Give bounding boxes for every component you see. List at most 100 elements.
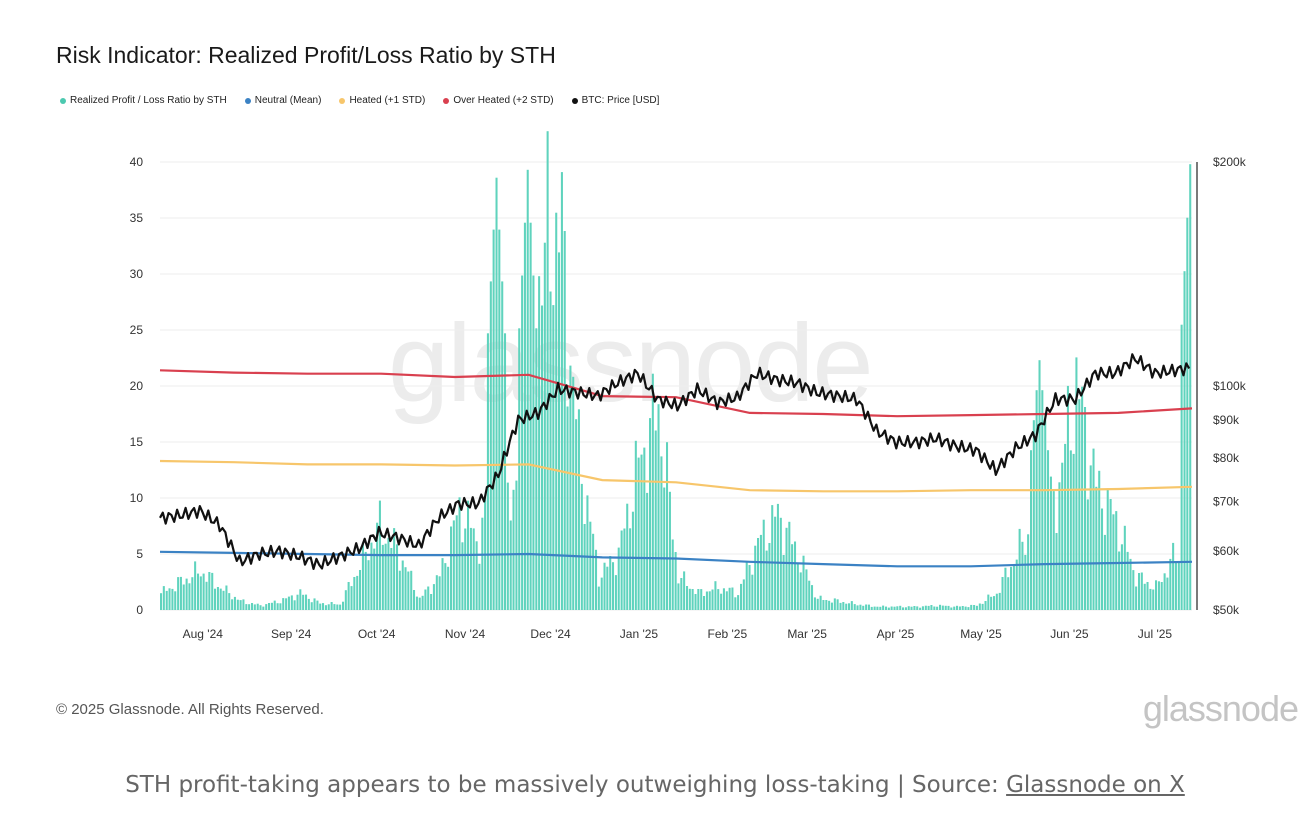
- ratio-bar: [404, 567, 407, 610]
- ratio-bar: [822, 600, 825, 610]
- ratio-bar: [461, 542, 464, 610]
- ratio-bar: [1135, 586, 1138, 610]
- ratio-bar: [612, 562, 615, 610]
- ratio-bar: [856, 605, 859, 610]
- ratio-bar: [765, 550, 768, 610]
- ratio-bar: [944, 605, 947, 610]
- brand-logo: glassnode: [1142, 688, 1299, 729]
- ratio-bar: [1081, 386, 1084, 610]
- right-tick-label: $60k: [1213, 544, 1240, 558]
- left-tick-label: 25: [130, 323, 144, 337]
- ratio-bar: [853, 604, 856, 610]
- ratio-bar: [737, 595, 740, 610]
- ratio-bar: [219, 588, 222, 610]
- ratio-bar: [344, 590, 347, 610]
- ratio-bar: [734, 597, 737, 610]
- ratio-bar: [1189, 164, 1192, 610]
- legend-label-ratio: Realized Profit / Loss Ratio by STH: [70, 95, 227, 106]
- ratio-bar: [310, 602, 313, 610]
- legend-item-overheated[interactable]: Over Heated (+2 STD): [443, 95, 554, 106]
- ratio-bar: [984, 601, 987, 610]
- ratio-bar: [882, 605, 885, 610]
- ratio-bar: [802, 555, 805, 610]
- ratio-bar: [694, 594, 697, 610]
- ratio-bar: [236, 599, 239, 610]
- ratio-bar: [987, 594, 990, 610]
- ratio-bar: [700, 589, 703, 610]
- ratio-bar: [620, 530, 623, 610]
- ratio-bar: [1072, 453, 1075, 610]
- ratio-bar: [637, 457, 640, 610]
- ratio-bar: [333, 604, 336, 610]
- legend-item-neutral[interactable]: Neutral (Mean): [244, 95, 321, 106]
- ratio-bar: [833, 598, 836, 610]
- ratio-bar: [350, 586, 353, 610]
- ratio-bar: [893, 606, 896, 610]
- ratio-bar: [1024, 554, 1027, 610]
- ratio-bar: [887, 607, 890, 610]
- ratio-bar: [285, 598, 288, 610]
- ratio-bar: [1180, 324, 1183, 610]
- ratio-bar: [572, 376, 575, 610]
- ratio-bar: [589, 521, 592, 610]
- ratio-bar: [796, 563, 799, 610]
- ratio-bar: [634, 440, 637, 610]
- ratio-bar: [816, 598, 819, 610]
- ratio-bar: [197, 573, 200, 610]
- ratio-bar: [927, 605, 930, 610]
- ratio-bar: [1052, 491, 1055, 610]
- ratio-bar: [435, 575, 438, 610]
- ratio-bar: [1186, 217, 1189, 610]
- ratio-bar: [870, 606, 873, 610]
- ratio-bar: [521, 275, 524, 610]
- ratio-bar: [941, 605, 944, 610]
- ratio-bar: [413, 590, 416, 610]
- ratio-bar: [427, 586, 430, 610]
- ratio-bar: [1041, 390, 1044, 610]
- ratio-bar: [933, 606, 936, 610]
- ratio-bar: [1109, 499, 1112, 610]
- ratio-bar: [1098, 470, 1101, 610]
- ratio-bar: [162, 586, 165, 610]
- ratio-bar: [978, 603, 981, 610]
- x-tick-label: Feb '25: [707, 627, 747, 641]
- ratio-bar: [270, 602, 273, 610]
- watermark-logo: glassnode: [388, 302, 873, 425]
- ratio-bar: [268, 603, 271, 610]
- ratio-bar: [472, 528, 475, 610]
- source-link[interactable]: Glassnode on X: [1006, 772, 1185, 798]
- ratio-bar: [714, 581, 717, 610]
- ratio-bar: [921, 606, 924, 610]
- ratio-bar: [649, 418, 652, 610]
- copyright-notice: © 2025 Glassnode. All Rights Reserved.: [56, 701, 324, 718]
- ratio-bar: [939, 604, 942, 610]
- ratio-bar: [242, 599, 245, 610]
- ratio-bar: [444, 563, 447, 610]
- legend-item-ratio[interactable]: Realized Profit / Loss Ratio by STH: [60, 95, 227, 106]
- legend-item-heated[interactable]: Heated (+1 STD): [339, 95, 425, 106]
- ratio-bar: [194, 561, 197, 610]
- ratio-bar: [776, 503, 779, 610]
- ratio-bar: [993, 596, 996, 610]
- ratio-bar: [981, 603, 984, 610]
- overheated-line: [159, 369, 1193, 418]
- ratio-bar: [418, 597, 421, 610]
- ratio-bar: [663, 487, 666, 610]
- ratio-bar: [842, 602, 845, 610]
- ratio-bar: [1084, 407, 1087, 610]
- ratio-bar: [225, 585, 228, 610]
- ratio-bar: [430, 594, 433, 610]
- ratio-bar: [447, 566, 450, 610]
- ratio-bar: [1146, 582, 1149, 610]
- ratio-bar: [1001, 577, 1004, 610]
- ratio-bar: [859, 604, 862, 610]
- ratio-bar: [1004, 567, 1007, 610]
- x-tick-label: Mar '25: [787, 627, 827, 641]
- ratio-bar: [1030, 450, 1033, 610]
- ratio-bar: [506, 482, 509, 610]
- legend-item-btc[interactable]: BTC: Price [USD]: [571, 95, 659, 106]
- ratio-bar: [953, 606, 956, 610]
- ratio-bar: [177, 577, 180, 610]
- ratio-bar: [501, 281, 504, 610]
- ratio-bar: [256, 603, 259, 610]
